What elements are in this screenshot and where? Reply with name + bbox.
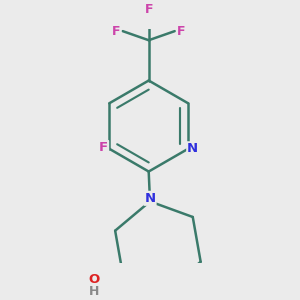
Text: F: F	[112, 25, 120, 38]
Text: O: O	[88, 273, 99, 286]
Text: N: N	[187, 142, 198, 155]
Text: F: F	[144, 2, 153, 16]
Text: F: F	[177, 25, 185, 38]
Text: F: F	[99, 141, 108, 154]
Text: H: H	[88, 285, 99, 298]
Text: N: N	[144, 192, 156, 205]
